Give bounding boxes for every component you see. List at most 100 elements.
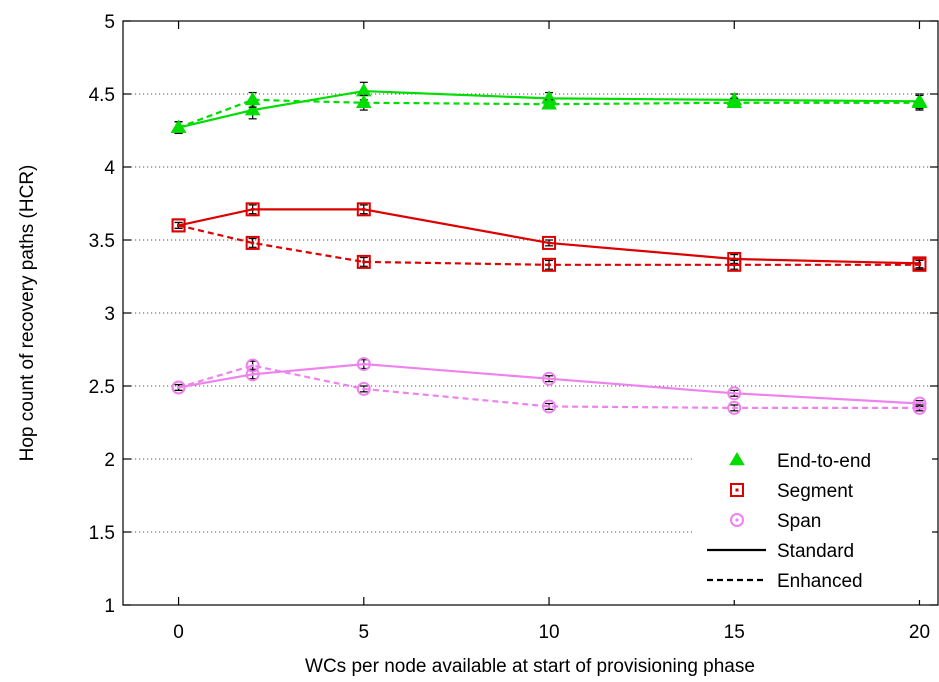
marker-circle-dot [362,362,366,366]
marker-square-dot [547,241,551,245]
x-tick-label: 5 [359,622,370,643]
data-point [911,94,928,109]
marker-circle-dot [362,387,366,391]
marker-circle-dot [735,518,739,522]
legend-label: Enhanced [777,571,863,592]
legend-label: End-to-end [777,451,871,472]
legend-marker [730,513,744,527]
data-point [912,257,927,272]
marker-square-dot [251,241,255,245]
series-line [178,364,920,409]
marker-square [912,257,927,272]
data-point [245,358,260,373]
y-tick-label: 3 [104,304,115,325]
marker-square [730,483,744,497]
marker-square [245,202,260,217]
legend: End-to-end Segment Span Standard Enhanced [692,440,932,600]
series-line [178,208,920,265]
marker-circle-dot [251,363,255,368]
data-point [541,96,557,110]
data-point [727,400,742,415]
marker-square [171,218,186,233]
data-point [244,102,261,116]
series-layer [170,81,928,415]
x-tick-label: 10 [538,622,559,643]
x-tick-label: 15 [724,622,745,643]
marker-circle-dot [547,404,551,409]
marker-circle [542,371,557,386]
marker-circle [542,399,557,414]
data-point [542,235,557,250]
marker-square [542,257,557,272]
y-axis-title: Hop count of recovery paths (HCR) [17,165,38,462]
data-point [356,381,371,396]
data-point [355,94,372,109]
marker-square-dot [547,263,551,267]
marker-square-dot [735,488,739,492]
x-tick-label: 20 [909,622,930,643]
data-point [542,399,557,414]
axes: 1 1.5 2 2.5 3 3.5 4 4.5 5 0 5 10 15 20 [89,12,938,643]
y-tick-label: 4.5 [89,85,115,106]
series-line [178,224,920,266]
marker-circle [171,380,186,395]
y-tick-label: 4 [104,158,115,179]
legend-label: Segment [777,481,854,502]
y-tick-label: 1 [104,596,115,617]
y-tick-label: 3.5 [89,231,115,252]
marker-circle-dot [251,372,255,376]
marker-circle-dot [732,406,736,410]
marker-circle [912,400,927,415]
data-point [356,202,371,217]
marker-circle [727,400,742,415]
legend-label: Span [777,511,821,532]
y-tick-label: 5 [104,12,115,33]
marker-circle [356,381,371,396]
data-point [244,91,261,106]
data-point [912,400,927,415]
marker-square-dot [251,207,255,211]
y-tick-label: 2.5 [89,377,115,398]
y-tick-label: 2 [104,450,115,471]
marker-circle-dot [547,377,551,381]
data-point [170,119,187,133]
marker-circle-dot [917,406,922,410]
marker-square [245,235,260,250]
series-line [178,362,920,405]
marker-circle [727,386,742,401]
marker-circle [245,358,260,373]
data-point [171,218,186,233]
series-line [178,89,920,129]
data-point [542,371,557,386]
data-point [355,83,372,97]
data-point [356,254,371,269]
data-point [727,386,742,401]
data-point [245,235,260,250]
marker-circle-dot [176,385,181,390]
marker-circle [730,513,744,527]
marker-square-dot [732,263,736,267]
data-point [727,257,742,272]
marker-square [542,235,557,250]
data-point [726,94,743,109]
data-point [171,380,186,395]
marker-square-dot [362,207,366,211]
legend-label: Standard [777,541,854,562]
marker-square [356,254,371,269]
marker-square [727,257,742,272]
data-point [356,357,371,372]
marker-square-dot [917,263,921,267]
marker-circle-dot [732,391,736,395]
data-point [245,202,260,217]
series-line [178,98,920,129]
marker-square-dot [177,223,181,227]
x-axis-title: WCs per node available at start of provi… [305,656,755,677]
marker-square [356,202,371,217]
marker-circle [356,357,371,372]
x-tick-label: 0 [173,622,184,643]
data-point [542,257,557,272]
legend-marker [729,452,745,466]
y-tick-label: 1.5 [89,523,115,544]
marker-square-dot [362,260,366,264]
